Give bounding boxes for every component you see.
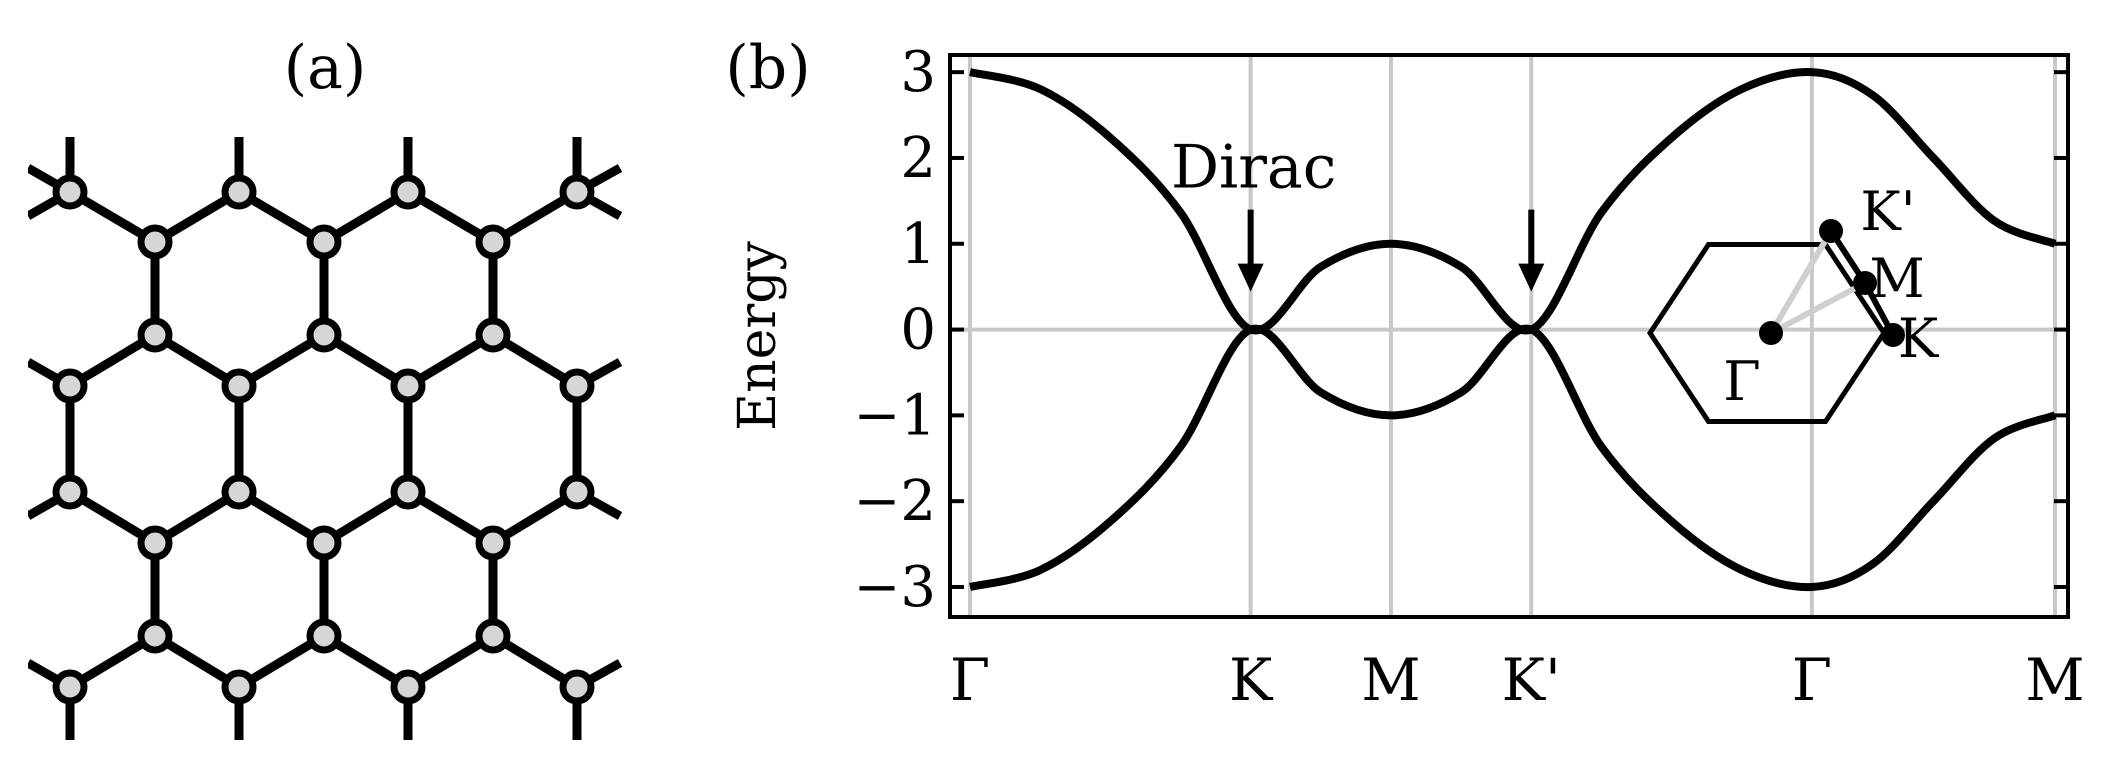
inset-point	[1881, 323, 1905, 347]
annotations: Dirac	[1171, 133, 1545, 292]
lattice-site	[137, 317, 173, 353]
plot-frame	[948, 53, 2070, 619]
inset-point-label: M	[1869, 247, 1924, 310]
honeycomb-lattice	[28, 137, 623, 740]
panel-b-label: (b)	[725, 33, 810, 103]
x-tick-label: K	[1229, 646, 1274, 714]
lattice-site	[390, 174, 426, 210]
lattice-site	[52, 174, 88, 210]
x-ticks: Γ K M K' Γ M	[950, 646, 2085, 714]
x-tick-label: Γ	[1792, 646, 1832, 714]
brillouin-zone-inset: Γ K'MK	[1647, 180, 1940, 424]
lattice-site	[52, 669, 88, 705]
lattice-site	[559, 474, 595, 510]
lattice-site	[306, 224, 342, 260]
y-tick-label: −2	[853, 469, 936, 534]
band-line-2	[969, 324, 2057, 592]
y-ticks: 3 2 1 0 −1 −2 −3	[853, 40, 2068, 620]
lattice-site	[52, 368, 88, 404]
inset-point	[1819, 219, 1843, 243]
dirac-arrow-head	[1518, 263, 1545, 292]
lattice-site	[390, 368, 426, 404]
lattice-site	[475, 317, 511, 353]
lattice-site	[390, 669, 426, 705]
inset-point-label: Γ	[1723, 350, 1760, 413]
y-tick-label: 2	[900, 126, 936, 191]
lattice-site	[475, 224, 511, 260]
lattice-site	[52, 474, 88, 510]
x-tick-label: K'	[1502, 646, 1561, 714]
lattice-site	[221, 669, 257, 705]
inset-point	[1759, 321, 1783, 345]
lattice-site	[475, 525, 511, 561]
y-tick-label: 0	[900, 298, 936, 363]
dirac-label: Dirac	[1171, 133, 1336, 203]
x-tick-label: M	[2025, 646, 2084, 714]
lattice-site	[221, 474, 257, 510]
y-axis-label: Energy	[728, 241, 788, 431]
x-tick-label: M	[1361, 646, 1420, 714]
y-tick-label: −3	[853, 555, 936, 620]
inset-point-label: K	[1898, 307, 1940, 370]
x-tick-label: Γ	[950, 646, 990, 714]
lattice-site	[137, 224, 173, 260]
lattice-site	[559, 669, 595, 705]
lattice-site	[137, 618, 173, 654]
y-tick-label: −1	[853, 383, 936, 448]
panel-a-label: (a)	[284, 33, 367, 103]
y-tick-label: 3	[900, 40, 936, 105]
y-tick-label: 1	[900, 212, 936, 277]
lattice-site	[221, 174, 257, 210]
lattice-site	[559, 368, 595, 404]
dirac-arrow-head	[1237, 263, 1264, 292]
lattice-site	[475, 618, 511, 654]
band-curves	[969, 68, 2057, 592]
inset-point-label: K'	[1860, 180, 1915, 243]
lattice-site	[221, 368, 257, 404]
lattice-site	[306, 618, 342, 654]
lattice-site	[137, 525, 173, 561]
lattice-site	[306, 525, 342, 561]
lattice-site	[390, 474, 426, 510]
lattice-site	[306, 317, 342, 353]
inset-point	[1853, 271, 1877, 295]
lattice-site	[559, 174, 595, 210]
